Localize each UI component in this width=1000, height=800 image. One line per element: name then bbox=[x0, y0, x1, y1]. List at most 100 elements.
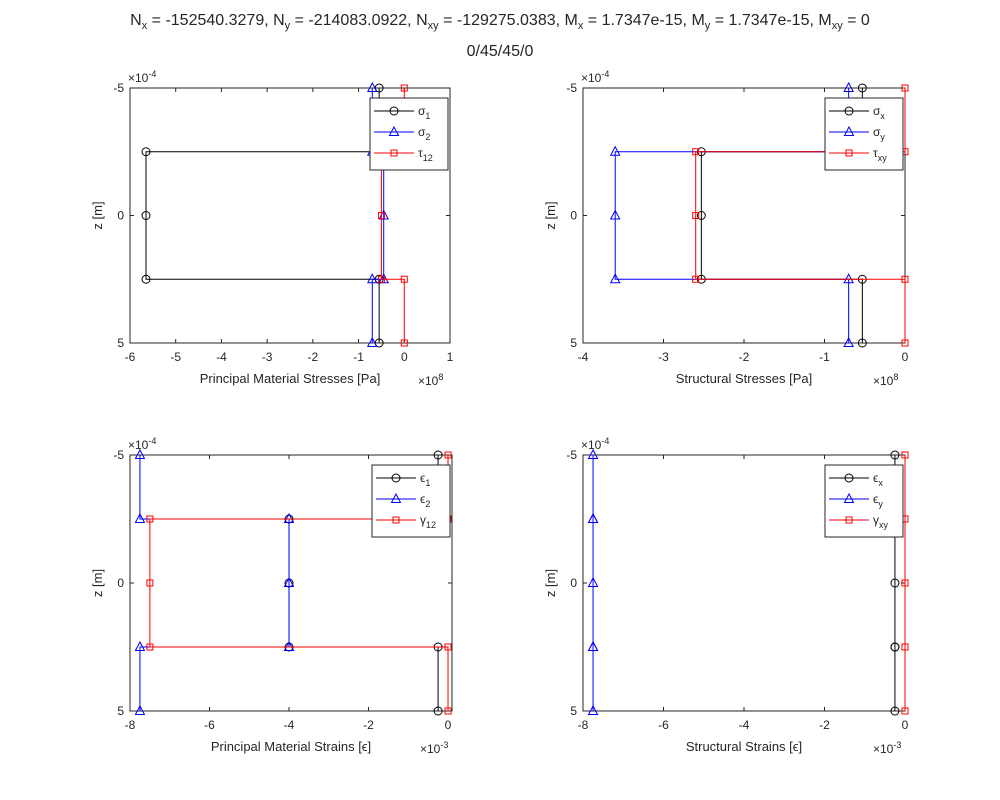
y-tick-label: 5 bbox=[570, 704, 577, 718]
x-tick-label: -4 bbox=[284, 718, 295, 732]
data-point-square bbox=[692, 148, 700, 156]
legend-entry: σ1 bbox=[418, 104, 430, 121]
data-point-circle bbox=[391, 473, 401, 483]
data-point-triangle bbox=[366, 273, 378, 284]
x-tick-label: -3 bbox=[262, 350, 273, 364]
y-exponent-label: ×10-4 bbox=[581, 436, 609, 452]
data-point-square bbox=[845, 516, 853, 524]
data-point-triangle bbox=[134, 512, 146, 523]
data-point-triangle bbox=[366, 81, 378, 92]
data-point-square bbox=[400, 339, 408, 347]
data-point-triangle bbox=[283, 512, 295, 523]
data-point-square bbox=[146, 515, 154, 523]
y-axis-label: z [m] bbox=[543, 569, 558, 597]
data-point-circle bbox=[844, 473, 854, 483]
y-exponent-label: ×10-4 bbox=[128, 69, 156, 85]
series-line bbox=[139, 455, 290, 711]
x-exponent-label: ×10-3 bbox=[420, 740, 448, 756]
data-point-circle bbox=[141, 147, 151, 157]
data-point-circle bbox=[890, 450, 900, 460]
y-tick-label: 5 bbox=[117, 336, 124, 350]
y-axis-label: z [m] bbox=[90, 201, 105, 229]
data-point-square bbox=[901, 643, 909, 651]
y-tick-label: 0 bbox=[570, 576, 577, 590]
legend-entry: τxy bbox=[873, 146, 887, 163]
data-point-square bbox=[901, 579, 909, 587]
data-point-square bbox=[377, 275, 385, 283]
data-point-square bbox=[444, 451, 452, 459]
legend-entry: σx bbox=[873, 104, 885, 121]
y-tick-label: 0 bbox=[117, 576, 124, 590]
x-tick-label: -1 bbox=[353, 350, 364, 364]
legend: ϵx ϵy γxy bbox=[824, 464, 904, 538]
data-point-square bbox=[901, 275, 909, 283]
title-mx: Mx = 1.7347e-15, bbox=[564, 12, 692, 33]
x-tick-label: -4 bbox=[216, 350, 227, 364]
legend: ϵ1 ϵ2 γ12 bbox=[371, 464, 451, 538]
data-point-triangle bbox=[283, 576, 295, 587]
title-nx: Nx = -152540.3279, bbox=[130, 12, 274, 33]
x-tick-label: -4 bbox=[739, 718, 750, 732]
x-tick-label: -6 bbox=[125, 350, 136, 364]
chart-panel-2: -4 -3 -2 -1 0 -5 0 5 ×10-4 ×108 Structural Stresse… bbox=[543, 69, 909, 388]
data-point-triangle bbox=[134, 448, 146, 459]
y-axis-label: z [m] bbox=[90, 569, 105, 597]
figure-subtitle: 0/45/45/0 bbox=[466, 43, 534, 60]
data-point-square bbox=[392, 516, 400, 524]
data-point-triangle bbox=[134, 640, 146, 651]
x-tick-label: -6 bbox=[658, 718, 669, 732]
x-axis-label: Principal Material Strains [ϵ] bbox=[211, 739, 371, 754]
legend-entry: ϵ1 bbox=[420, 471, 430, 488]
data-point-square bbox=[444, 707, 452, 715]
data-point-triangle bbox=[366, 336, 378, 347]
data-point-triangle bbox=[587, 640, 599, 651]
data-point-square bbox=[901, 451, 909, 459]
x-exponent-label: ×108 bbox=[418, 372, 443, 388]
data-point-square bbox=[400, 84, 408, 92]
y-tick-label: 0 bbox=[570, 209, 577, 223]
x-tick-label: -4 bbox=[578, 350, 589, 364]
data-point-triangle bbox=[843, 81, 854, 92]
y-tick-label: 5 bbox=[570, 336, 577, 350]
data-point-triangle bbox=[134, 704, 146, 715]
data-point-square bbox=[390, 149, 398, 157]
legend-entry: σ2 bbox=[418, 125, 430, 142]
x-tick-label: -2 bbox=[363, 718, 374, 732]
data-point-circle bbox=[890, 578, 900, 588]
legend-box bbox=[369, 97, 449, 171]
legend-entry: ϵy bbox=[873, 492, 883, 509]
x-tick-label: -3 bbox=[658, 350, 669, 364]
data-point-triangle bbox=[587, 512, 599, 523]
legend-entry: γxy bbox=[873, 513, 889, 530]
data-point-square bbox=[901, 339, 909, 347]
legend-box bbox=[824, 97, 904, 171]
x-tick-label: 0 bbox=[401, 350, 408, 364]
data-point-triangle bbox=[843, 273, 854, 284]
data-point-triangle bbox=[388, 125, 400, 136]
title-nxy: Nxy = -129275.0383, bbox=[416, 12, 565, 33]
series-y bbox=[587, 448, 599, 715]
y-tick-label: 5 bbox=[117, 704, 124, 718]
series-line bbox=[695, 88, 906, 343]
legend: σ1 σ2 τ12 bbox=[369, 97, 449, 171]
data-point-square bbox=[400, 275, 408, 283]
data-point-triangle bbox=[587, 576, 599, 587]
x-tick-label: -1 bbox=[819, 350, 830, 364]
legend-entry: γ12 bbox=[420, 513, 436, 530]
data-point-square bbox=[146, 643, 154, 651]
data-point-square bbox=[146, 579, 154, 587]
data-point-circle bbox=[857, 83, 867, 93]
x-axis-label: Structural Stresses [Pa] bbox=[676, 371, 813, 386]
data-point-triangle bbox=[587, 704, 599, 715]
data-point-circle bbox=[696, 211, 706, 220]
data-point-triangle bbox=[587, 448, 599, 459]
data-point-triangle bbox=[609, 145, 621, 156]
y-tick-label: -5 bbox=[566, 448, 577, 462]
y-tick-label: -5 bbox=[113, 81, 124, 95]
data-point-triangle bbox=[609, 273, 621, 284]
x-exponent-label: ×10-3 bbox=[873, 740, 901, 756]
series-xy bbox=[692, 84, 909, 347]
title-my: My = 1.7347e-15, bbox=[691, 12, 819, 33]
x-tick-label: -2 bbox=[739, 350, 750, 364]
